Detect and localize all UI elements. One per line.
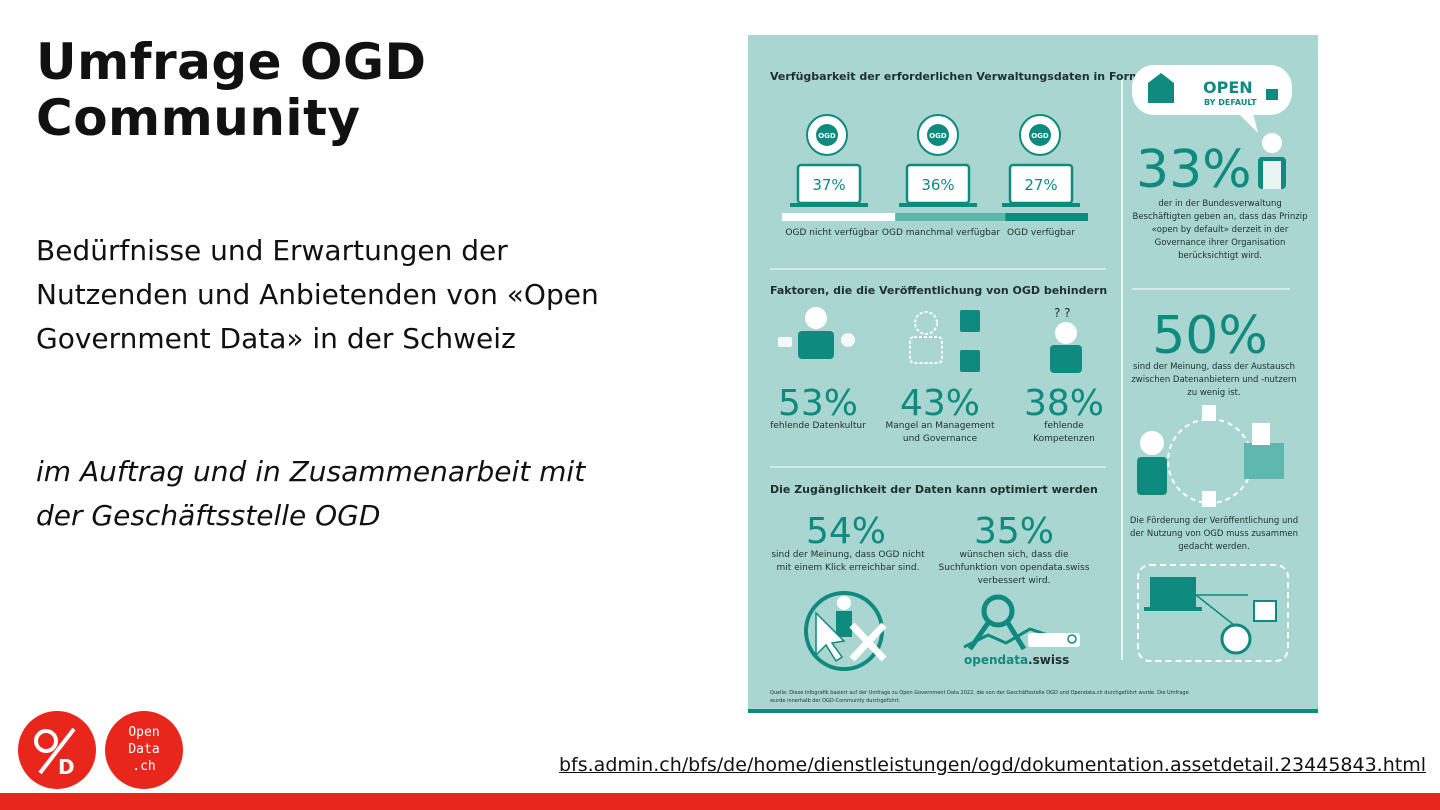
availability-percent-3: 27%	[1024, 176, 1057, 194]
share-segment-3	[1005, 213, 1088, 221]
barrier-item-2: 43% Mangel an Management und Governance	[885, 310, 995, 444]
barrier-percent-1: 53%	[778, 383, 858, 424]
building-icon	[1252, 423, 1270, 445]
access-label-1: sind der Meinung, dass OGD nicht mit ein…	[771, 550, 925, 573]
search-icon	[1067, 634, 1077, 644]
availability-label-3: OGD verfügbar	[1007, 228, 1075, 238]
ogd-donut-icon	[1220, 623, 1252, 655]
exchange-panel: 50% sind der Meinung, dass der Austausch…	[1129, 306, 1299, 662]
brand-part1: opendata	[964, 653, 1028, 667]
section1-heading-line1: Verfügbarkeit der erforderlichen Verwalt…	[770, 70, 1198, 83]
exchange-text: sind der Meinung, dass der Austausch zwi…	[1131, 362, 1297, 398]
infographic: Verfügbarkeit der erforderlichen Verwalt…	[748, 35, 1318, 713]
trend-line-icon	[963, 627, 1049, 649]
ogd-logo-letter: D	[58, 755, 75, 779]
ogd-donut-center	[816, 124, 838, 146]
opendata-logo: Open Data .ch	[105, 711, 183, 789]
cursor-icon	[815, 611, 846, 663]
barrier-percent-3: 38%	[1024, 383, 1104, 424]
access-item-2: 35% wünschen sich, dass die Suchfunktion…	[938, 511, 1090, 667]
magnifier-icon	[981, 594, 1015, 628]
exchange-note: Die Förderung der Veröffentlichung und d…	[1129, 516, 1299, 552]
section1-heading: Verfügbarkeit der erforderlichen Verwalt…	[770, 70, 1198, 83]
svg-text:OGD: OGD	[818, 132, 836, 140]
section3-heading: Die Zugänglichkeit der Daten kann optimi…	[770, 483, 1098, 496]
availability-item-2: OGD 36% OGD manchmal verfügbar	[882, 114, 1001, 238]
barrier-label-3: fehlende Kompetenzen	[1033, 421, 1095, 444]
barrier-percent-2: 43%	[900, 383, 980, 424]
open-badge-line1: OPEN	[1203, 78, 1253, 97]
access-label-2: wünschen sich, dass die Suchfunktion von…	[938, 550, 1090, 586]
document-icon	[1202, 405, 1216, 421]
exchange-cycle	[1167, 418, 1253, 504]
factory-icon	[1244, 443, 1284, 479]
access-item-1: 54% sind der Meinung, dass OGD nicht mit…	[771, 511, 925, 671]
section2-heading: Faktoren, die die Veröffentlichung von O…	[770, 284, 1107, 297]
barrier-label-2: Mangel an Management und Governance	[885, 421, 995, 444]
barrier-item-1: 53% fehlende Datenkultur	[770, 307, 866, 431]
chart-icon	[1253, 600, 1277, 622]
svg-text:OGD: OGD	[929, 132, 947, 140]
barrier-label-1: fehlende Datenkultur	[770, 421, 866, 431]
availability-label-2: OGD manchmal verfügbar	[882, 228, 1001, 238]
laptop-icon	[1150, 577, 1196, 607]
ogd-logo: D	[18, 711, 96, 789]
barrier-item-3: ? ? 38% fehlende Kompetenzen	[1024, 306, 1104, 444]
availability-percent-1: 37%	[812, 176, 845, 194]
footer-accent-bar	[0, 793, 1440, 810]
open-percent: 33%	[1136, 140, 1252, 200]
availability-share-bar	[782, 213, 1088, 221]
ogd-logo-mark: D	[34, 727, 76, 779]
availability-item-1: OGD 37% OGD nicht verfügbar	[785, 114, 879, 238]
data-network-frame	[1137, 564, 1289, 662]
open-by-default-panel: OPEN BY DEFAULT 33% der in der Bundesver…	[1132, 65, 1308, 290]
document-icon	[960, 310, 980, 332]
brand-part2: .swiss	[1028, 653, 1069, 667]
availability-item-3: OGD 27% OGD verfügbar	[1002, 114, 1080, 238]
person-icon	[1137, 457, 1167, 495]
infographic-bottom-bar	[748, 709, 1318, 713]
opendata-logo-text: Open Data .ch	[128, 725, 160, 774]
infographic-footnote: Quelle: Diese Infografik basiert auf der…	[770, 690, 1189, 704]
opendata-swiss-brand: opendata.swiss	[964, 653, 1069, 667]
cross-icon	[849, 622, 887, 662]
slide-subtitle: Bedürfnisse und Erwartungen der Nutzende…	[36, 234, 599, 355]
exchange-percent: 50%	[1152, 306, 1268, 366]
question-icon: ? ?	[1054, 306, 1071, 320]
search-bar-icon	[1028, 633, 1080, 647]
building-icon	[1148, 83, 1174, 103]
share-segment-2	[895, 213, 1006, 221]
infographic-canvas: Verfügbarkeit der erforderlichen Verwalt…	[748, 65, 1318, 713]
slide-credit: im Auftrag und in Zusammenarbeit mit der…	[36, 455, 586, 532]
access-percent-2: 35%	[974, 511, 1054, 552]
availability-percent-2: 36%	[921, 176, 954, 194]
availability-label-1: OGD nicht verfügbar	[785, 228, 878, 238]
share-segment-1	[782, 213, 896, 221]
svg-text:OGD: OGD	[1031, 132, 1049, 140]
access-percent-1: 54%	[806, 511, 886, 552]
unlock-icon	[1266, 89, 1278, 100]
document-icon	[1202, 491, 1216, 507]
source-link[interactable]: bfs.admin.ch/bfs/de/home/dienstleistunge…	[558, 754, 1426, 776]
person-icon	[1262, 133, 1282, 153]
slide-title: Umfrage OGD Community	[36, 33, 427, 147]
open-text: der in der Bundesverwaltung Beschäftigte…	[1132, 199, 1308, 261]
document-icon	[960, 350, 980, 372]
open-badge-line2: BY DEFAULT	[1204, 98, 1257, 107]
